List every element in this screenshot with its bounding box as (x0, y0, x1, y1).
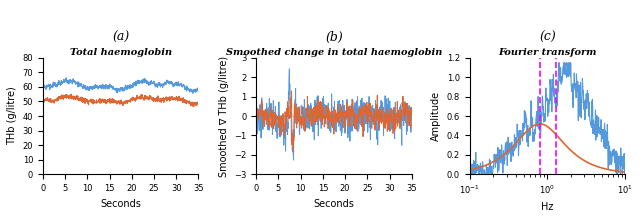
Text: (c): (c) (539, 31, 556, 44)
Y-axis label: Amplitude: Amplitude (431, 91, 441, 141)
Title: Total haemoglobin: Total haemoglobin (70, 48, 172, 57)
Y-axis label: Smoothed ∇ THb (g/litre): Smoothed ∇ THb (g/litre) (218, 55, 228, 177)
Title: Fourier transform: Fourier transform (498, 48, 596, 57)
Text: (a): (a) (112, 31, 129, 44)
Y-axis label: THb (g/litre): THb (g/litre) (7, 87, 17, 145)
X-axis label: Hz: Hz (541, 202, 554, 212)
X-axis label: Seconds: Seconds (314, 199, 355, 209)
Title: Smoothed change in total haemoglobin: Smoothed change in total haemoglobin (226, 48, 442, 57)
Text: (b): (b) (325, 31, 343, 44)
X-axis label: Seconds: Seconds (100, 199, 141, 209)
